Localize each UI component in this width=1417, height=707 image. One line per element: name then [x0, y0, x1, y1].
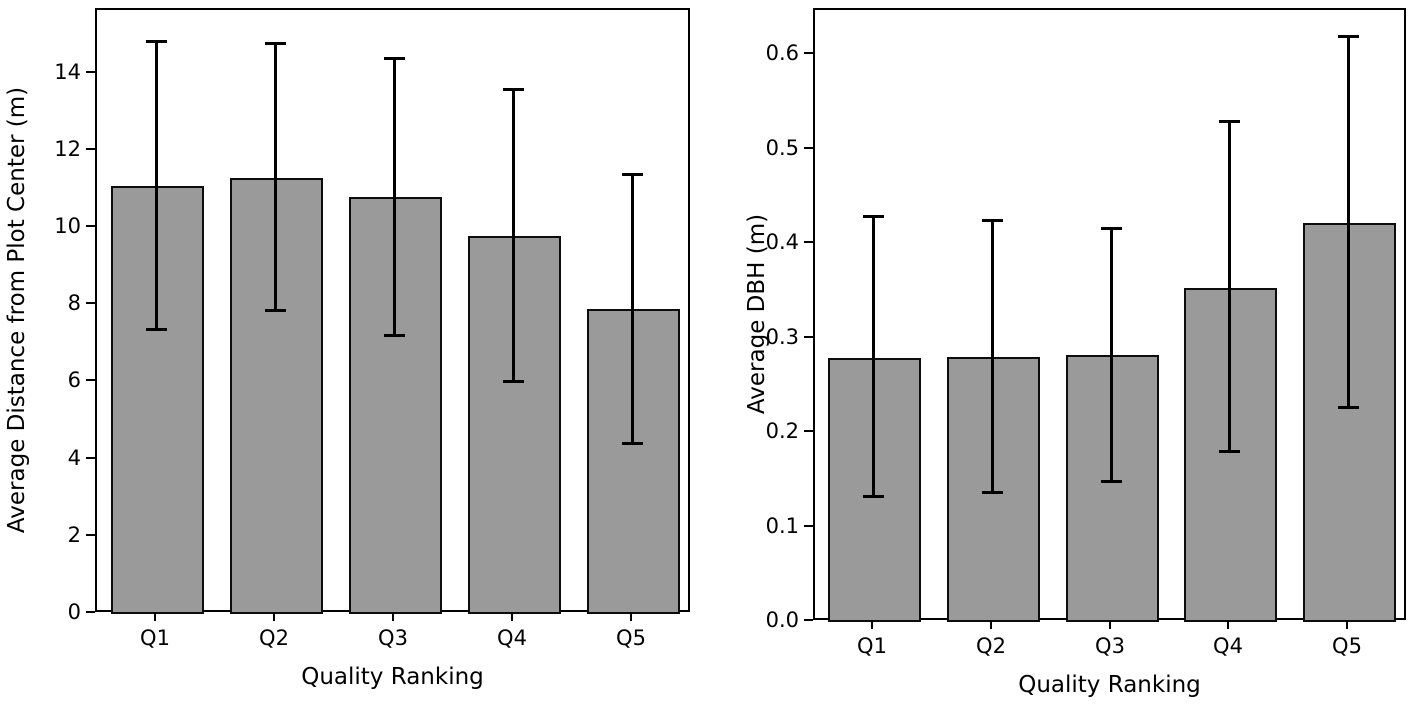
- error-bar-top-cap-q1: [863, 214, 884, 218]
- x-tick-mark: [511, 612, 513, 621]
- dbh-chart-x-axis-label: Quality Ranking: [1018, 672, 1201, 698]
- x-tick-label-q3: Q3: [1095, 634, 1125, 658]
- y-tick-label: 4: [67, 445, 81, 470]
- error-bar-top-cap-q3: [384, 57, 405, 61]
- y-tick-mark: [86, 225, 95, 228]
- error-bar-bottom-cap-q5: [1338, 405, 1359, 409]
- y-tick-mark: [86, 302, 95, 305]
- error-bar-top-cap-q5: [622, 173, 643, 177]
- error-bar-line-q1: [155, 40, 158, 331]
- error-bar-bottom-cap-q2: [265, 309, 286, 313]
- y-tick-label: 0.4: [765, 230, 799, 255]
- y-tick-mark: [86, 611, 95, 613]
- error-bar-top-cap-q2: [982, 218, 1003, 222]
- y-tick-mark: [804, 430, 813, 433]
- error-bar-bottom-cap-q5: [622, 442, 643, 446]
- x-tick-label-q2: Q2: [976, 634, 1006, 658]
- x-tick-label-q5: Q5: [1332, 634, 1362, 658]
- y-tick-label: 14: [54, 59, 81, 84]
- dbh-chart-plot-area: [813, 8, 1406, 622]
- x-tick-mark: [990, 620, 992, 629]
- y-tick-mark: [804, 524, 813, 527]
- error-bar-top-cap-q3: [1101, 227, 1122, 231]
- x-tick-mark: [1109, 620, 1111, 629]
- error-bar-bottom-cap-q3: [384, 334, 405, 338]
- x-tick-label-q4: Q4: [497, 626, 527, 650]
- x-tick-label-q4: Q4: [1213, 634, 1243, 658]
- error-bar-bottom-cap-q3: [1101, 480, 1122, 484]
- x-tick-label-q2: Q2: [259, 626, 289, 650]
- error-bar-bottom-cap-q1: [863, 495, 884, 499]
- y-tick-label: 0.1: [765, 513, 799, 538]
- x-tick-label-q1: Q1: [140, 626, 170, 650]
- error-bar-top-cap-q1: [146, 39, 167, 43]
- y-tick-mark: [804, 619, 813, 621]
- distance-chart-plot-area: [95, 8, 690, 614]
- error-bar-line-q5: [631, 174, 634, 445]
- y-tick-label: 6: [67, 368, 81, 393]
- error-bar-top-cap-q2: [265, 41, 286, 45]
- y-tick-mark: [804, 146, 813, 149]
- x-tick-label-q1: Q1: [857, 634, 887, 658]
- y-tick-mark: [86, 456, 95, 459]
- error-bar-bottom-cap-q4: [503, 380, 524, 384]
- x-tick-label-q3: Q3: [378, 626, 408, 650]
- bar-q2: [230, 177, 323, 614]
- y-tick-label: 0.3: [765, 324, 799, 349]
- y-tick-mark: [86, 533, 95, 536]
- distance-chart-x-axis-label: Quality Ranking: [301, 664, 484, 690]
- x-tick-mark: [1227, 620, 1229, 629]
- error-bar-line-q4: [512, 89, 515, 383]
- error-bar-line-q2: [991, 219, 994, 493]
- error-bar-top-cap-q5: [1338, 35, 1359, 39]
- y-tick-label: 2: [67, 522, 81, 547]
- error-bar-line-q3: [1110, 228, 1113, 483]
- y-tick-label: 0.5: [765, 135, 799, 160]
- error-bar-line-q5: [1347, 36, 1350, 408]
- x-tick-label-q5: Q5: [616, 626, 646, 650]
- y-tick-label: 0.2: [765, 419, 799, 444]
- y-tick-label: 10: [54, 214, 81, 239]
- error-bar-line-q4: [1228, 121, 1231, 452]
- error-bar-top-cap-q4: [1219, 120, 1240, 124]
- x-tick-mark: [154, 612, 156, 621]
- y-tick-label: 12: [54, 136, 81, 161]
- y-tick-label: 0.6: [765, 41, 799, 66]
- x-tick-mark: [871, 620, 873, 629]
- y-tick-mark: [86, 70, 95, 73]
- error-bar-bottom-cap-q1: [146, 328, 167, 332]
- error-bar-line-q3: [393, 58, 396, 337]
- y-tick-mark: [804, 241, 813, 244]
- error-bar-top-cap-q4: [503, 88, 524, 92]
- x-tick-mark: [630, 612, 632, 621]
- error-bar-line-q1: [872, 215, 875, 498]
- x-tick-mark: [1346, 620, 1348, 629]
- x-tick-mark: [392, 612, 394, 621]
- x-tick-mark: [273, 612, 275, 621]
- error-bar-line-q2: [274, 42, 277, 312]
- y-tick-label: 0: [67, 600, 81, 624]
- y-tick-label: 0.0: [765, 608, 799, 632]
- y-tick-mark: [804, 335, 813, 338]
- y-tick-mark: [804, 52, 813, 55]
- y-tick-label: 8: [67, 291, 81, 316]
- error-bar-bottom-cap-q4: [1219, 450, 1240, 453]
- error-bar-bottom-cap-q2: [982, 490, 1003, 494]
- y-tick-mark: [86, 379, 95, 382]
- y-tick-mark: [86, 147, 95, 150]
